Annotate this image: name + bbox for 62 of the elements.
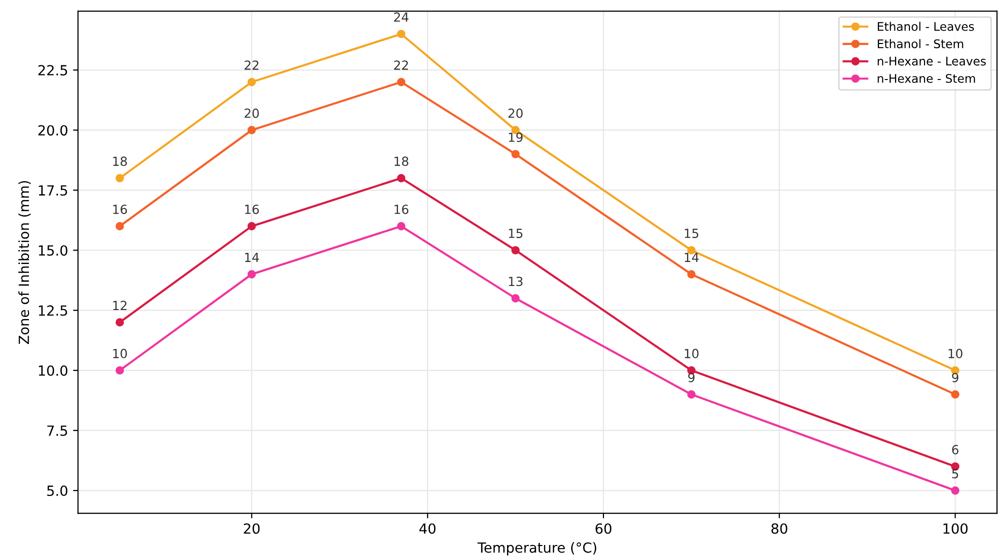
point: [116, 222, 124, 230]
data-label: 14: [684, 252, 699, 262]
data-label: 22: [394, 60, 408, 70]
x-tick-label: 60: [596, 523, 612, 534]
y-tick-label: 15.0: [38, 245, 68, 256]
x-tick-label: 20: [244, 523, 260, 534]
data-label: 15: [684, 228, 698, 238]
data-label: 9: [688, 372, 694, 382]
data-label: 20: [508, 108, 523, 118]
data-label: 16: [113, 204, 127, 214]
y-axis-title: Zone of Inhibition (mm): [18, 181, 31, 344]
y-tick-label: 22.5: [38, 65, 68, 76]
point: [511, 294, 520, 302]
data-label: 6: [952, 444, 958, 454]
point: [397, 30, 406, 38]
data-label: 13: [508, 276, 522, 286]
point: [511, 246, 520, 254]
data-label: 20: [244, 108, 259, 118]
point: [951, 486, 960, 495]
data-label: 15: [508, 228, 522, 238]
legend-label: n-Hexane - Stem: [878, 74, 975, 83]
point: [116, 174, 124, 182]
x-tick-label: 100: [944, 523, 968, 534]
point: [687, 390, 696, 399]
data-label: 5: [952, 469, 958, 478]
point: [951, 390, 960, 399]
data-label: 16: [245, 204, 259, 214]
data-label: 10: [948, 348, 962, 358]
point: [248, 78, 256, 86]
x-axis-title: Temperature (°C): [478, 542, 596, 556]
x-tick-label: 80: [771, 523, 788, 534]
data-label: 18: [113, 156, 127, 166]
point: [397, 174, 406, 182]
data-label: 19: [508, 132, 523, 142]
data-label: 24: [394, 12, 408, 22]
y-tick-label: 20.0: [38, 125, 68, 136]
data-label: 10: [113, 348, 127, 358]
data-label: 22: [244, 60, 258, 70]
point: [397, 78, 406, 86]
y-tick-label: 7.5: [47, 426, 68, 436]
point: [248, 270, 256, 278]
data-label: 12: [113, 300, 126, 310]
legend-label: n-Hexane - Leaves: [878, 56, 986, 66]
data-label: 16: [394, 204, 408, 214]
y-tick-label: 12.5: [38, 305, 68, 316]
point: [248, 126, 256, 134]
point: [397, 222, 406, 230]
legend-label: Ethanol - Stem: [878, 39, 964, 48]
point: [248, 222, 256, 230]
data-label: 9: [952, 372, 958, 382]
x-tick-label: 40: [419, 523, 436, 534]
y-tick-label: 17.5: [38, 185, 68, 196]
point: [116, 366, 124, 375]
y-tick-label: 5.0: [47, 486, 68, 496]
point: [687, 270, 696, 278]
data-label: 10: [684, 348, 699, 358]
point: [511, 150, 520, 158]
data-label: 18: [394, 156, 408, 166]
data-label: 14: [245, 252, 259, 262]
point: [116, 318, 124, 326]
y-tick-label: 10.0: [38, 365, 68, 376]
legend-label: Ethanol - Leaves: [878, 22, 974, 31]
